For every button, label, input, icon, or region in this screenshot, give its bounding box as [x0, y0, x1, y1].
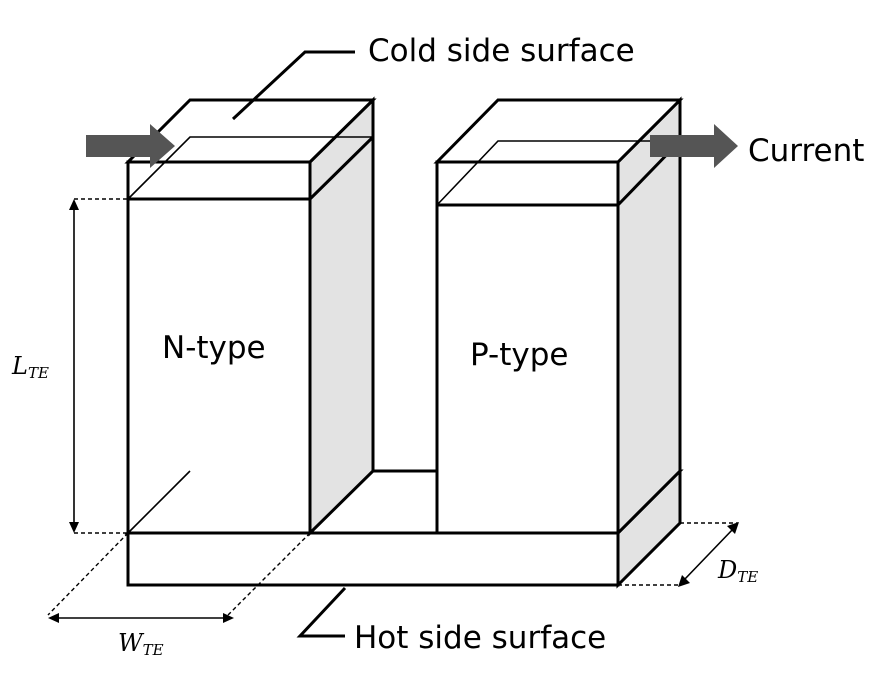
n-electrode-back-line	[127, 136, 373, 200]
hot-side-leader-line	[296, 586, 347, 638]
current-label: Current	[748, 133, 864, 169]
n-type-label: N-type	[162, 330, 266, 366]
n-electrode-side-line	[308, 135, 375, 201]
depth-symbol: DTE	[717, 556, 758, 586]
width-dimension	[47, 532, 311, 623]
n-leg-front-face	[126, 160, 312, 535]
length-dimension	[69, 198, 128, 534]
depth-dimension	[618, 522, 739, 587]
current-in-arrow-icon	[86, 124, 175, 168]
n-type-leg	[124, 96, 377, 537]
n-leg-side-face	[308, 96, 375, 537]
cold-side-label: Cold side surface	[368, 33, 635, 69]
p-type-label: P-type	[470, 337, 568, 373]
length-symbol: LTE	[11, 352, 49, 382]
width-symbol: WTE	[118, 629, 164, 659]
p-leg-front-face	[435, 160, 620, 535]
p-electrode-back-line	[436, 140, 680, 206]
cold-side-leader-line	[231, 50, 355, 121]
current-out-arrow-icon	[650, 124, 738, 168]
n-leg-bottom-diag	[127, 470, 191, 534]
hot-plate-front-face	[126, 531, 620, 587]
p-leg-side-face	[616, 96, 682, 537]
p-type-leg	[433, 96, 684, 537]
hot-side-label: Hot side surface	[354, 620, 606, 656]
